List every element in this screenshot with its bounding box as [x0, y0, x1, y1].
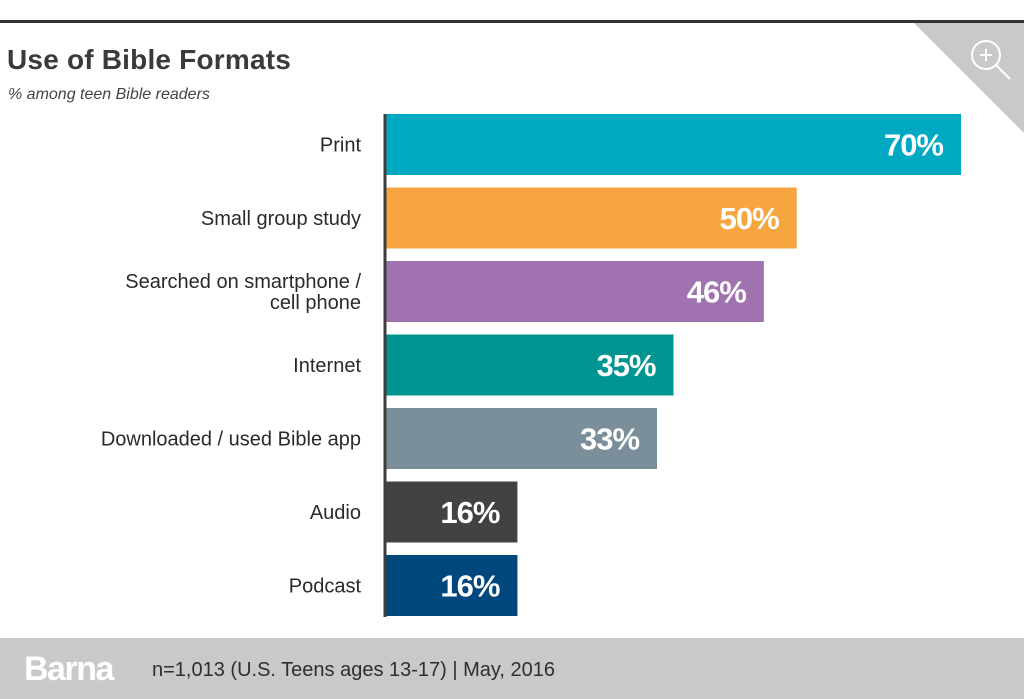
- value-label-4: 33%: [580, 422, 639, 457]
- value-label-2: 46%: [687, 275, 746, 310]
- bar-chart: 70% Print 50% Small group study 46% Searched …: [101, 114, 961, 617]
- category-label-1: Small group study: [201, 208, 361, 230]
- bar-1: [386, 187, 797, 249]
- category-label-0: Print: [320, 135, 362, 157]
- top-rule: [0, 20, 1024, 23]
- chart-subtitle: % among teen Bible readers: [8, 86, 210, 103]
- value-label-0: 70%: [884, 128, 943, 163]
- bar-3: [386, 334, 674, 396]
- brand-logo: Barna: [24, 650, 114, 688]
- value-label-5: 16%: [440, 495, 499, 530]
- category-label-4: Downloaded / used Bible app: [101, 429, 361, 451]
- sample-note: n=1,013 (U.S. Teens ages 13-17) | May, 2…: [152, 659, 556, 681]
- chart-title: Use of Bible Formats: [7, 44, 292, 75]
- value-label-1: 50%: [720, 201, 779, 236]
- value-label-6: 16%: [440, 569, 499, 604]
- footer-bar: Barna n=1,013 (U.S. Teens ages 13-17) | …: [0, 638, 1024, 699]
- bar-4: [386, 408, 658, 469]
- value-label-3: 35%: [596, 348, 655, 383]
- category-label-6: Podcast: [289, 576, 362, 598]
- category-label-2: Searched on smartphone / cell phone: [125, 271, 361, 314]
- bar-6: [386, 555, 518, 616]
- zoom-in-icon[interactable]: [966, 36, 1014, 84]
- bar-5: [386, 481, 518, 543]
- bar-0: [386, 114, 961, 175]
- category-label-3: Internet: [293, 355, 361, 377]
- bar-2: [386, 261, 764, 322]
- category-label-5: Audio: [310, 502, 361, 524]
